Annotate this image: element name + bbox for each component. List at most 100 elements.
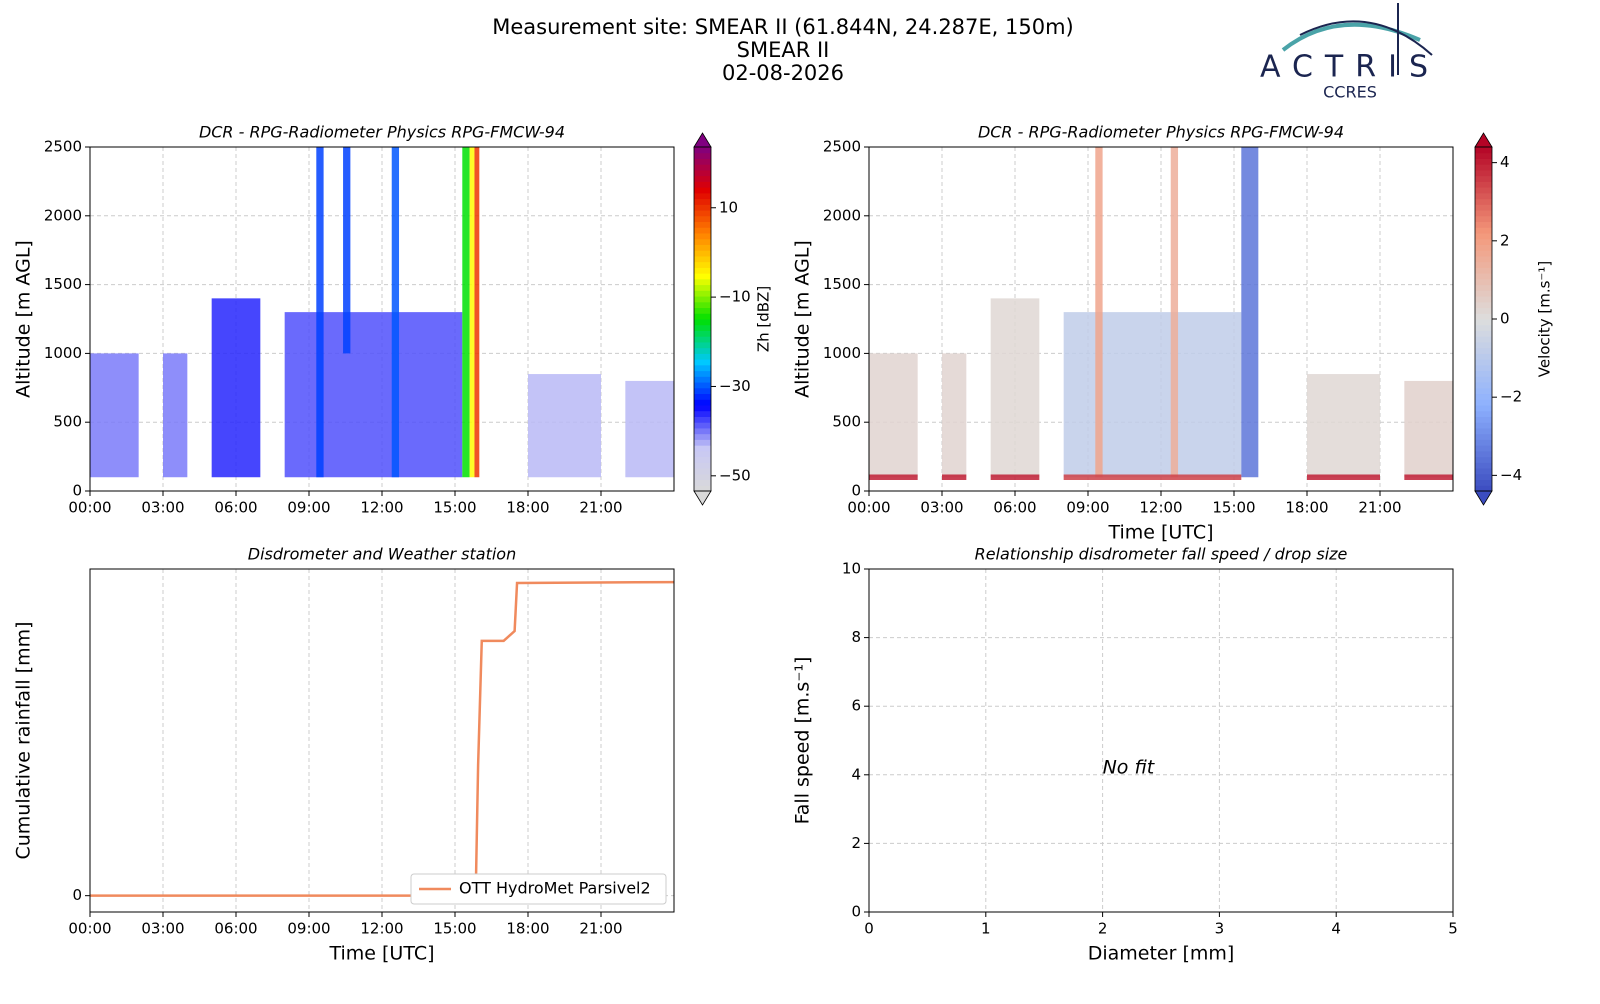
colorbar-cell	[694, 238, 711, 245]
colorbar-cell	[1475, 370, 1492, 377]
axes-frame	[868, 146, 1454, 492]
x-tick-label: 21:00	[579, 920, 622, 938]
colorbar-cell	[1475, 319, 1492, 326]
date: 02-08-2026	[722, 61, 844, 85]
colorbar-cell	[1475, 238, 1492, 245]
panel: 00:00 03:00 06:00 09:00 12:00 15:00 18:00 21:00…	[792, 123, 1554, 544]
colorbar-cell	[694, 410, 711, 417]
colorbar-cell	[694, 233, 711, 240]
colorbar-tick-label: 2	[1500, 231, 1510, 249]
colorbar-cell	[1475, 296, 1492, 303]
colorbar-cell	[1475, 152, 1492, 159]
echo	[316, 147, 324, 478]
echo	[942, 353, 967, 478]
colorbar-cell	[694, 147, 711, 154]
y-tick-label: 500	[832, 413, 861, 431]
colorbar-cell	[1475, 450, 1492, 458]
x-tick-label: 15:00	[433, 920, 476, 938]
colorbar-cell	[1475, 439, 1492, 446]
colorbar-cell	[1475, 187, 1492, 194]
colorbar-cell	[1475, 416, 1492, 423]
colorbar-cell	[694, 307, 711, 314]
colorbar-cell	[694, 445, 711, 452]
colorbar-cell	[694, 330, 711, 337]
colorbar-cell	[1475, 347, 1492, 354]
x-tick-label: 3	[1215, 920, 1225, 938]
colorbar-cell	[1475, 468, 1492, 475]
colorbar-cell	[1475, 456, 1492, 463]
x-tick-label: 09:00	[287, 499, 330, 517]
colorbar-label: Zh [dBZ]	[755, 286, 773, 352]
colorbar-cell	[1475, 221, 1492, 228]
x-tick-label: 00:00	[847, 499, 890, 517]
echo	[343, 147, 351, 354]
logo: ACTRIS CCRES	[1260, 3, 1433, 102]
colorbar-cell	[694, 468, 711, 475]
x-tick-label: 18:00	[506, 499, 549, 517]
colorbar-frame	[693, 146, 712, 492]
y-tick-label: 1500	[44, 275, 82, 293]
y-tick-label: 8	[851, 628, 861, 646]
colorbar-cell	[694, 301, 711, 309]
colorbar-cell	[1475, 290, 1492, 297]
x-tick-label: 12:00	[1139, 499, 1182, 517]
colorbar-cell	[694, 353, 711, 360]
colorbar-cell	[1475, 210, 1492, 217]
colorbar-cell	[1475, 427, 1492, 435]
echo	[990, 298, 1040, 478]
colorbar-cell	[694, 387, 711, 395]
x-tick-label: 21:00	[1358, 499, 1401, 517]
colorbar-cell	[1475, 485, 1492, 492]
x-tick-label: 09:00	[287, 920, 330, 938]
line	[90, 580, 675, 897]
panel-title: Relationship disdrometer fall speed / dr…	[975, 545, 1348, 564]
x-tick-label: 03:00	[141, 920, 184, 938]
y-tick-label: 6	[851, 697, 861, 715]
colorbar-cell	[1475, 393, 1492, 400]
colorbar-cell	[694, 439, 711, 446]
x-tick-label: 00:00	[68, 499, 111, 517]
colorbar-cell	[1475, 181, 1492, 188]
colorbar-label: Velocity [m.s⁻¹]	[1536, 261, 1554, 377]
site-name: SMEAR II	[737, 38, 830, 62]
colorbar-cell	[1475, 147, 1492, 154]
colorbar-cell	[694, 290, 711, 297]
colorbar-cell	[1475, 422, 1492, 429]
colorbar-cell	[694, 450, 711, 458]
y-axis-label: Altitude [m AGL]	[13, 240, 35, 398]
y-tick-label: 500	[53, 413, 82, 431]
x-axis-label: Diameter [mm]	[1088, 943, 1235, 965]
colorbar-cell	[1475, 273, 1492, 280]
colorbar-tick-label: 10	[719, 198, 738, 216]
colorbar-cell	[694, 169, 711, 177]
colorbar-cell	[694, 382, 711, 389]
x-tick-label: 00:00	[68, 920, 111, 938]
x-tick-label: 18:00	[1285, 499, 1328, 517]
colorbar-cell	[1475, 399, 1492, 406]
y-tick-label: 0	[72, 886, 82, 904]
colorbar-cell	[1475, 364, 1492, 372]
colorbar-cell	[1475, 473, 1492, 481]
echo	[1241, 147, 1259, 478]
echo	[474, 147, 480, 478]
colorbar-cell	[1475, 376, 1492, 383]
colorbar-cell	[1475, 462, 1492, 469]
colorbar-cell	[694, 278, 711, 286]
colorbar-cell	[1475, 250, 1492, 257]
colorbar-cell	[694, 175, 711, 182]
echo	[942, 474, 967, 480]
colorbar-cell	[1475, 255, 1492, 263]
y-tick-label: 0	[851, 482, 861, 500]
colorbar-cell	[1475, 227, 1492, 234]
echo	[90, 353, 139, 478]
echo	[462, 147, 470, 478]
colorbar-cell	[1475, 313, 1492, 320]
colorbar-cell	[694, 485, 711, 492]
y-tick-label: 2500	[823, 138, 861, 156]
colorbar-cell	[694, 152, 711, 159]
colorbar-cell	[1475, 164, 1492, 171]
colorbar-cell	[694, 227, 711, 234]
colorbar-cell	[694, 359, 711, 366]
echo	[528, 374, 601, 478]
colorbar-tick-label: −10	[719, 288, 751, 306]
